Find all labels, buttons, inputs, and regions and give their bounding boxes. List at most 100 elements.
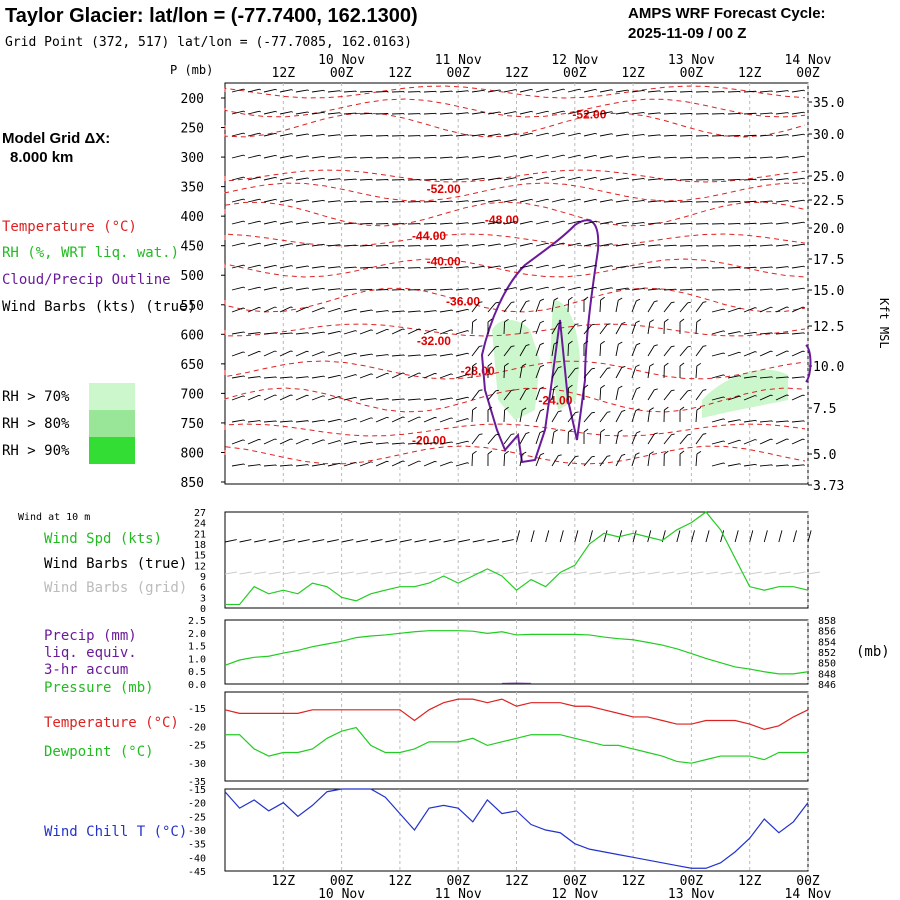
wind-barb-flag: [355, 396, 357, 399]
wind-barb-flag: [635, 320, 640, 324]
wind-barb: [775, 134, 788, 137]
wind-barb: [727, 289, 741, 291]
wind-barb-flag: [483, 90, 485, 92]
wind-barb: [535, 322, 541, 335]
wind-barb: [295, 350, 308, 357]
wind-barb: [599, 265, 612, 269]
surface-wind-barb: [341, 539, 354, 543]
wind-barb: [615, 344, 619, 357]
wind-barb-flag: [739, 463, 741, 465]
wind-barb-flag: [679, 406, 685, 411]
wind-barb: [727, 91, 741, 93]
wind-barb: [439, 266, 452, 269]
wind-barb-flag: [499, 221, 501, 224]
wind-barb-flag: [499, 243, 501, 246]
wind-barb-flag: [679, 318, 685, 323]
wind-barb: [679, 134, 693, 137]
wind-barb: [663, 134, 677, 137]
wind-barb: [263, 350, 276, 357]
wind-barb-flag: [451, 373, 453, 375]
wind-barb-flag: [499, 111, 501, 114]
wind-barb: [615, 432, 619, 445]
top-day-label: 14 Nov: [785, 53, 832, 68]
wind-barbs-true-label: Wind Barbs (true): [44, 556, 187, 572]
wind-barb-flag: [563, 264, 565, 267]
wind-barb-flag: [621, 322, 626, 324]
legend-rh: RH (%, WRT liq. wat.): [2, 245, 179, 261]
wind-barb: [487, 199, 500, 203]
wind-barb-flag: [643, 222, 645, 224]
wind-barb-flag: [275, 286, 277, 289]
wind-barb: [615, 323, 623, 335]
wind-barb: [231, 88, 244, 93]
wind-barb: [535, 432, 541, 445]
wind-barb: [295, 306, 308, 313]
wind-barb: [743, 463, 756, 467]
wind-barb: [247, 286, 260, 291]
wind-barb: [679, 288, 693, 291]
wind-barb-flag: [243, 419, 245, 422]
wind-barb: [503, 177, 516, 181]
bottom-time-label: 12Z: [505, 874, 529, 889]
surface-wind-barb-grid: [399, 571, 412, 575]
wind-barb-flag: [739, 351, 741, 354]
wind-barb-flag: [575, 411, 579, 413]
surface-wind-barb: [516, 530, 521, 543]
wind-chill-y-tick: -20: [188, 799, 206, 810]
wind-barb: [711, 396, 724, 401]
wind-barb-flag: [291, 265, 293, 267]
wind-barb: [775, 178, 788, 181]
wind-barb: [471, 453, 473, 467]
wind-barb: [599, 387, 602, 401]
wind-barb-flag: [402, 460, 405, 463]
wind-barb: [743, 395, 756, 401]
wind-barb: [791, 350, 804, 357]
wind-barb-flag: [472, 318, 477, 323]
wind-barb-flag: [499, 133, 501, 136]
surface-wind-barb: [297, 539, 310, 543]
wind-barb-flag: [618, 341, 623, 345]
wind-barb-flag: [649, 407, 654, 411]
wind-barb: [295, 221, 308, 225]
wind-barb-flag: [451, 353, 453, 356]
wind-barb: [743, 331, 756, 335]
wind-barb: [583, 110, 596, 115]
wind-barb: [295, 332, 308, 335]
wind-barb-flag: [306, 438, 309, 441]
surface-wind-barb-grid: [501, 571, 514, 575]
wind-barb-flag: [583, 340, 589, 345]
wind-barb: [295, 199, 308, 203]
wind-barb-flag: [402, 416, 405, 419]
wind-barb: [263, 88, 276, 93]
wind-barb-flag: [402, 372, 405, 375]
surface-wind-barb-grid: [370, 571, 383, 575]
height-tick-label: 25.0: [813, 170, 844, 185]
wind-barb-flag: [479, 433, 483, 435]
top-time-label: 12Z: [621, 66, 645, 81]
wind-barb: [535, 388, 541, 401]
height-tick-label: 35.0: [813, 96, 844, 111]
wind-barb: [455, 418, 468, 423]
wind-barb: [775, 112, 788, 115]
wind-barb: [679, 346, 689, 357]
wind-barb-flag: [323, 331, 325, 334]
wind-barb: [279, 464, 292, 467]
wind-barb: [599, 299, 602, 313]
wind-barb-flag: [275, 110, 277, 113]
temperature-contour-label: -48.00: [485, 213, 519, 227]
pressure-unit: (mb): [856, 644, 890, 660]
wind-barb-flag: [323, 90, 325, 92]
wind-barb: [295, 111, 308, 115]
wind-barb: [615, 155, 628, 159]
surface-wind-barb: [487, 539, 500, 543]
wind-barb: [615, 177, 628, 181]
wind-barb-flag: [618, 297, 623, 301]
wind-barb: [727, 419, 740, 423]
wind-barb: [599, 89, 612, 93]
wind-barb: [327, 90, 340, 93]
wind-barb: [263, 220, 276, 225]
surface-wind-barb: [807, 530, 812, 543]
wind-barb: [551, 344, 555, 357]
legend-cloud-outline: Cloud/Precip Outline: [2, 272, 171, 288]
wind-barb: [615, 221, 628, 225]
